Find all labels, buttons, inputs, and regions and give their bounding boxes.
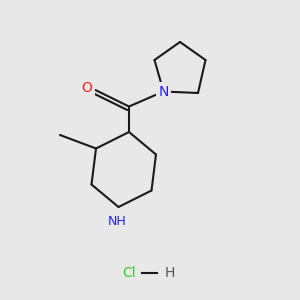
Text: Cl: Cl — [122, 266, 136, 280]
Text: H: H — [164, 266, 175, 280]
Text: N: N — [158, 85, 169, 98]
Text: O: O — [82, 82, 92, 95]
Text: NH: NH — [108, 215, 126, 228]
